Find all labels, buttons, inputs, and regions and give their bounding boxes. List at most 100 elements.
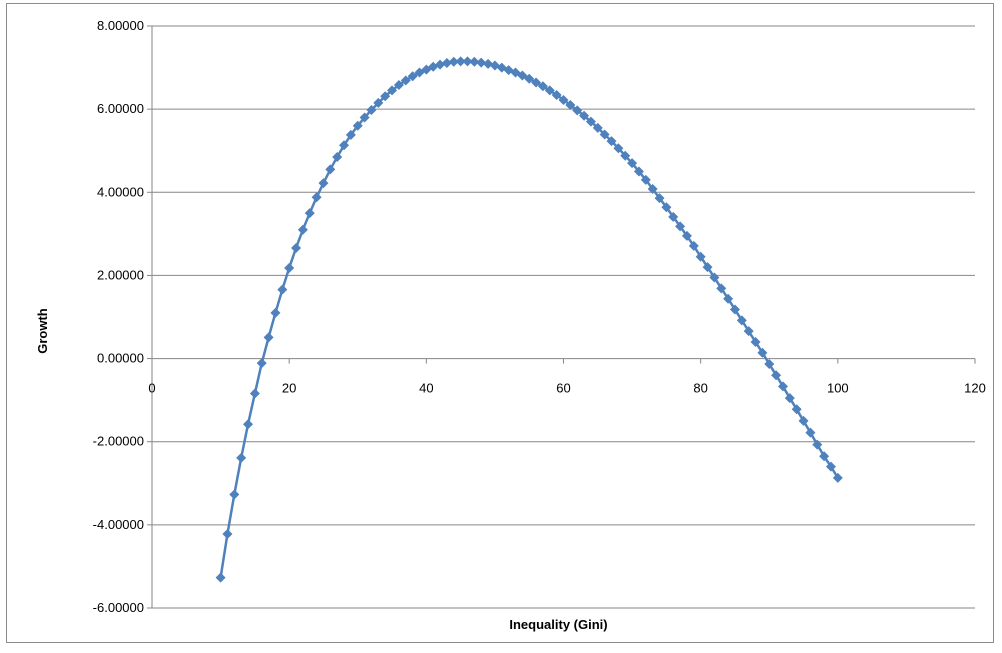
data-point-marker: [606, 136, 617, 147]
data-point-marker: [393, 80, 404, 91]
data-point-marker: [585, 116, 596, 127]
gridlines: [152, 25, 975, 609]
data-point-marker: [784, 393, 795, 404]
axes: [147, 25, 976, 609]
data-point-marker: [661, 202, 672, 213]
data-point-marker: [544, 85, 555, 96]
data-point-marker: [318, 178, 329, 189]
y-tick-label: -6.00000: [93, 600, 144, 615]
data-point-marker: [380, 91, 391, 102]
data-point-marker: [256, 358, 267, 369]
data-point-marker: [407, 71, 418, 82]
series-growth: [215, 56, 843, 583]
data-point-marker: [668, 211, 679, 222]
data-point-marker: [572, 105, 583, 116]
y-tick-label: 4.00000: [97, 184, 144, 199]
data-point-marker: [743, 326, 754, 337]
data-point-marker: [332, 151, 343, 162]
data-point-marker: [345, 129, 356, 140]
data-point-marker: [819, 451, 830, 462]
data-point-marker: [229, 489, 240, 500]
data-point-marker: [777, 381, 788, 392]
data-point-marker: [627, 158, 638, 169]
data-point-marker: [681, 230, 692, 241]
chart-svg: 8.00000 6.00000 4.00000 2.00000 0.00000 -2.00…: [35, 18, 986, 632]
data-point-marker: [304, 208, 315, 219]
y-tick-labels: 8.00000 6.00000 4.00000 2.00000 0.00000 -2.00…: [93, 18, 144, 615]
data-point-marker: [558, 94, 569, 105]
x-tick-label: 120: [964, 381, 986, 396]
data-point-marker: [531, 77, 542, 88]
data-point-marker: [702, 262, 713, 273]
data-point-marker: [579, 110, 590, 121]
x-tick-label: 60: [556, 381, 570, 396]
data-point-marker: [750, 336, 761, 347]
data-point-marker: [524, 73, 535, 84]
data-point-marker: [387, 85, 398, 96]
data-point-marker: [359, 112, 370, 123]
data-point-marker: [771, 370, 782, 381]
data-point-marker: [592, 122, 603, 133]
data-point-marker: [215, 572, 226, 583]
data-point-marker: [243, 419, 254, 430]
data-point-marker: [441, 57, 452, 68]
data-point-marker: [647, 183, 658, 194]
data-point-marker: [537, 81, 548, 92]
data-point-marker: [675, 221, 686, 232]
data-point-marker: [757, 347, 768, 358]
data-point-marker: [729, 304, 740, 315]
data-point-marker: [435, 59, 446, 70]
x-tick-label: 20: [282, 381, 296, 396]
data-point-marker: [222, 529, 233, 540]
y-tick-label: 6.00000: [97, 101, 144, 116]
x-tick-label: 80: [693, 381, 707, 396]
data-point-marker: [805, 427, 816, 438]
y-tick-label: 8.00000: [97, 18, 144, 33]
data-point-marker: [448, 56, 459, 67]
data-point-marker: [723, 293, 734, 304]
data-point-marker: [291, 242, 302, 253]
x-axis-title: Inequality (Gini): [509, 617, 607, 632]
y-axis-title: Growth: [35, 308, 50, 354]
data-point-marker: [736, 315, 747, 326]
data-point-marker: [620, 150, 631, 161]
data-point-marker: [277, 284, 288, 295]
data-point-marker: [236, 452, 247, 463]
data-point-marker: [764, 358, 775, 369]
data-point-marker: [551, 90, 562, 101]
data-point-marker: [716, 283, 727, 294]
data-point-marker: [688, 240, 699, 251]
data-point-marker: [270, 307, 281, 318]
x-tick-label: 40: [419, 381, 433, 396]
data-point-marker: [400, 75, 411, 86]
x-tick-label: 100: [827, 381, 849, 396]
data-point-marker: [654, 193, 665, 204]
data-point-marker: [709, 272, 720, 283]
data-point-marker: [263, 332, 274, 343]
data-point-marker: [373, 97, 384, 108]
data-point-marker: [633, 166, 644, 177]
data-point-marker: [599, 129, 610, 140]
chart-frame: 8.00000 6.00000 4.00000 2.00000 0.00000 -2.00…: [6, 3, 994, 643]
data-point-marker: [791, 404, 802, 415]
data-point-marker: [469, 56, 480, 67]
data-point-marker: [249, 388, 260, 399]
data-point-marker: [825, 461, 836, 472]
data-point-marker: [414, 67, 425, 78]
y-tick-label: 0.00000: [97, 351, 144, 366]
data-point-marker: [297, 224, 308, 235]
y-tick-label: -4.00000: [93, 517, 144, 532]
data-point-marker: [483, 58, 494, 69]
data-point-marker: [517, 70, 528, 81]
x-tick-labels: 0 20 40 60 80 100 120: [148, 381, 985, 396]
data-point-marker: [613, 143, 624, 154]
data-point-marker: [565, 99, 576, 110]
data-point-marker: [640, 174, 651, 185]
data-point-marker: [832, 472, 843, 483]
data-point-marker: [695, 251, 706, 262]
data-point-marker: [311, 192, 322, 203]
data-point-marker: [339, 140, 350, 151]
data-point-marker: [352, 120, 363, 131]
data-point-marker: [325, 164, 336, 175]
x-tick-label: 0: [148, 381, 155, 396]
